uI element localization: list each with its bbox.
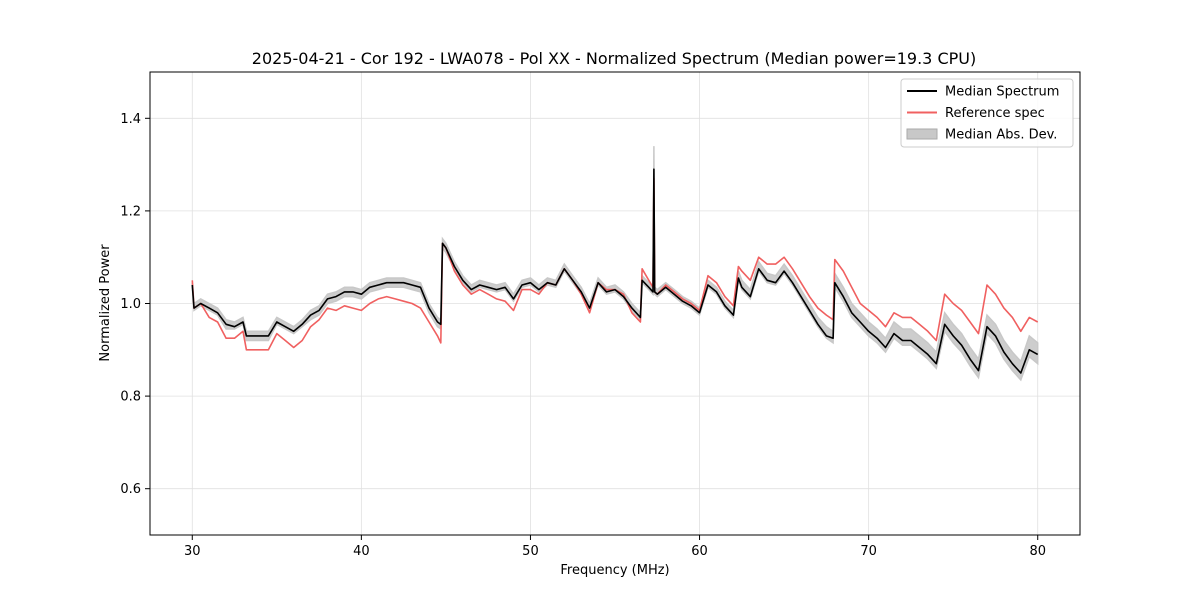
y-tick-label: 0.8 [120, 390, 141, 405]
y-tick-label: 0.6 [120, 482, 141, 497]
legend-swatch [906, 128, 938, 140]
x-axis-label: Frequency (MHz) [560, 563, 669, 578]
chart-title: 2025-04-21 - Cor 192 - LWA078 - Pol XX -… [252, 49, 976, 68]
y-tick-label: 1.4 [120, 112, 141, 127]
legend-label: Median Abs. Dev. [945, 128, 1057, 143]
x-tick-label: 60 [691, 544, 708, 559]
reference-spec-line [191, 177, 1039, 351]
legend-box [900, 78, 1074, 148]
median-abs-dev-band [191, 146, 1039, 382]
y-axis: 0.6 0.8 1.0 1.2 1.4 [120, 112, 150, 497]
median-spectrum-line [191, 168, 1039, 374]
legend-label: Reference spec [945, 106, 1045, 121]
legend-label: Median Spectrum [945, 85, 1059, 100]
y-tick-label: 1.0 [120, 297, 141, 312]
x-tick-label: 40 [353, 544, 370, 559]
x-tick-label: 30 [184, 544, 201, 559]
grid [150, 72, 1080, 535]
x-tick-label: 70 [860, 544, 877, 559]
x-tick-label: 50 [522, 544, 539, 559]
x-tick-label: 80 [1029, 544, 1046, 559]
y-tick-label: 1.2 [120, 204, 141, 219]
y-axis-label: Normalized Power [98, 244, 113, 362]
x-axis: 30 40 50 60 70 80 [184, 535, 1046, 559]
series-layer [191, 146, 1039, 382]
legend: Median Spectrum Reference spec Median Abs.… [900, 78, 1074, 148]
